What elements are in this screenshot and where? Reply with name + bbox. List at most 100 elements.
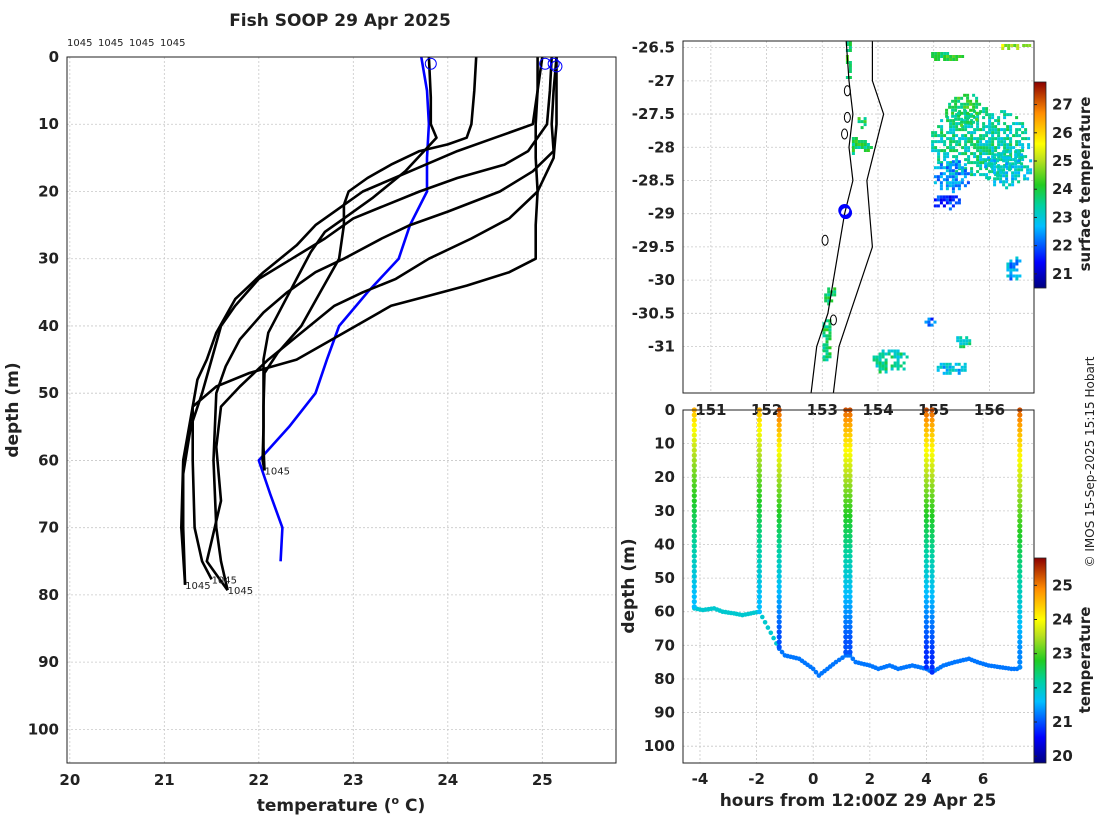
sst-pixel	[1017, 165, 1021, 169]
sst-pixel	[940, 125, 944, 129]
sst-pixel	[954, 362, 958, 366]
sst-pixel	[963, 93, 967, 97]
sst-pixel	[961, 137, 965, 141]
cast-sample-point	[1017, 427, 1023, 433]
sst-pixel	[988, 170, 992, 174]
cast-sample-point	[691, 548, 697, 554]
sst-pixel	[979, 149, 983, 153]
profile-axes-frame	[66, 56, 617, 764]
sst-pixel	[991, 125, 995, 129]
cast-sample-point	[776, 568, 782, 575]
sst-pixel	[936, 175, 940, 179]
sst-pixel	[967, 140, 971, 144]
sst-pixel	[960, 178, 964, 182]
cast-sample-point	[1017, 437, 1023, 443]
sst-pixel	[1009, 137, 1013, 141]
sst-pixel	[1014, 168, 1018, 172]
cast-sample-point	[847, 553, 853, 559]
sst-pixel	[1002, 174, 1006, 178]
sst-pixel	[937, 140, 941, 144]
cast-sample-point	[843, 508, 849, 514]
sst-pixel	[949, 58, 953, 61]
sst-pixel	[875, 355, 879, 359]
sst-pixel	[946, 146, 950, 150]
cast-sample-point	[923, 538, 930, 544]
cast-sample-point	[843, 609, 849, 615]
cast-sample-point	[923, 508, 930, 514]
sst-pixel	[940, 140, 944, 144]
cast-sample-point	[776, 619, 782, 625]
sst-pixel	[1009, 131, 1013, 135]
sst-pixel	[1015, 259, 1019, 263]
sst-pixel	[955, 140, 959, 144]
sst-pixel	[982, 116, 986, 120]
sst-pixel	[994, 137, 998, 141]
sst-pixel	[997, 128, 1001, 132]
sst-pixel	[893, 364, 897, 368]
cast-sample-point	[1017, 432, 1023, 438]
cast-sample-point	[929, 644, 935, 650]
sst-pixel	[948, 172, 952, 176]
sst-pixel	[1018, 143, 1022, 147]
cast-sample-point	[1017, 558, 1023, 564]
cast-sample-point	[843, 553, 849, 559]
cast-sample-point	[691, 518, 697, 524]
sst-pixel	[975, 99, 979, 103]
cast-sample-point	[929, 578, 935, 585]
sst-pixel	[960, 102, 964, 106]
sst-pixel	[827, 287, 831, 291]
cast-sample-point	[929, 634, 935, 640]
sst-pixel	[988, 128, 992, 132]
sst-pixel	[948, 368, 952, 372]
sst-pixel	[982, 161, 986, 165]
cast-sample-point	[843, 478, 849, 484]
sst-pixel	[1008, 150, 1012, 154]
sst-pixel	[1025, 44, 1029, 47]
sst-pixel	[959, 345, 963, 349]
top-profile-label: 1045	[160, 38, 185, 49]
cast-sample-point	[847, 588, 853, 595]
sst-pixel	[968, 339, 972, 343]
sst-pixel	[946, 137, 950, 141]
lat-tick-label: -28.5	[632, 171, 675, 189]
cast-sample-point	[843, 578, 849, 585]
sst-pixel	[957, 105, 961, 109]
y-tick-label: 100	[28, 720, 59, 738]
sst-pixel	[1003, 113, 1007, 117]
cast-sample-point	[756, 599, 763, 605]
top-profile-label: 1045	[129, 38, 154, 49]
cast-sample-point	[929, 558, 935, 564]
cast-sample-point	[756, 558, 763, 564]
sst-pixel	[860, 140, 864, 143]
sst-pixel	[1009, 128, 1013, 132]
sst-pixel	[991, 167, 995, 171]
sst-pixel	[952, 140, 956, 144]
colorbar-tick-label: 23	[1052, 208, 1073, 226]
sst-pixel	[822, 331, 826, 335]
cast-sample-point	[843, 473, 849, 479]
cast-sample-point	[923, 422, 930, 428]
cast-sample-point	[691, 488, 697, 494]
sst-pixel	[973, 161, 977, 165]
sst-pixel	[958, 122, 962, 126]
sst-pixel	[845, 41, 849, 43]
cast-sample-point	[1017, 513, 1023, 519]
cast-sample-point	[843, 583, 849, 590]
bottom-sample-point	[765, 625, 771, 630]
sst-patch	[933, 160, 970, 194]
colorbar-tick-label: 26	[1052, 124, 1073, 142]
sst-pixel	[964, 152, 968, 156]
sst-pixel	[828, 322, 832, 326]
sst-pixel	[1005, 159, 1009, 163]
sst-pixel	[1004, 44, 1008, 47]
sst-pixel	[976, 170, 980, 174]
cast-sample-point	[1017, 422, 1023, 428]
sst-pixel	[863, 117, 867, 121]
cast-sample-point	[847, 457, 853, 463]
sst-pixel	[964, 116, 968, 120]
coastline	[810, 41, 854, 393]
sst-pixel	[822, 358, 826, 362]
sst-pixel	[957, 362, 961, 366]
cast-sample-point	[691, 594, 697, 600]
